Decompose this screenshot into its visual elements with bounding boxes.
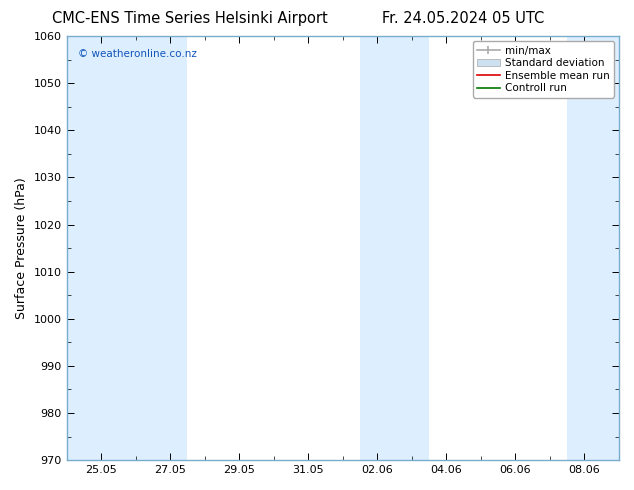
Bar (567, 36, 619, 460)
Text: © weatheronline.co.nz: © weatheronline.co.nz (77, 49, 197, 59)
Text: Fr. 24.05.2024 05 UTC: Fr. 24.05.2024 05 UTC (382, 11, 544, 26)
Legend: min/max, Standard deviation, Ensemble mean run, Controll run: min/max, Standard deviation, Ensemble me… (472, 41, 614, 98)
Bar (67, 36, 119, 460)
Bar (119, 36, 188, 460)
Y-axis label: Surface Pressure (hPa): Surface Pressure (hPa) (15, 177, 28, 319)
Bar (360, 36, 429, 460)
Text: CMC-ENS Time Series Helsinki Airport: CMC-ENS Time Series Helsinki Airport (53, 11, 328, 26)
